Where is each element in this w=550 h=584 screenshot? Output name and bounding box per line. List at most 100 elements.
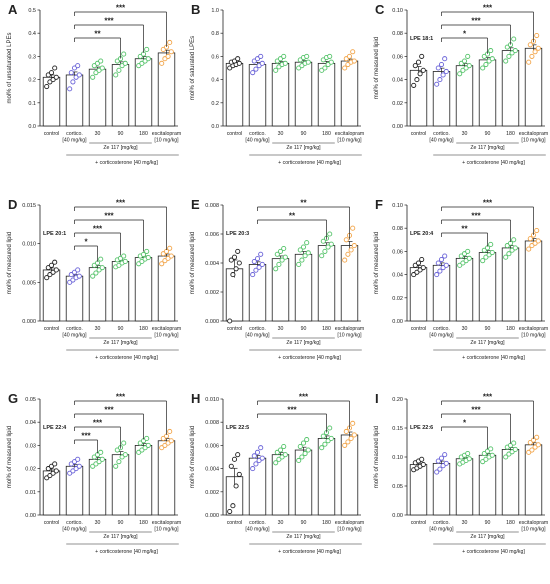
data-point [44,275,50,281]
group-label: Ze 117 [mg/kg] [470,534,505,540]
panel-letter: B [191,2,200,17]
data-point [282,452,288,458]
y-tick-label: 0.04 [392,78,403,84]
data-point [465,450,471,457]
y-tick-label: 0.8 [211,31,219,37]
data-point [420,265,426,271]
data-point [443,460,449,466]
data-point [99,456,105,462]
y-tick-label: 0.1 [28,101,36,107]
group-label: Ze 117 [mg/kg] [103,145,138,151]
sig-label: *** [471,212,481,221]
data-point [434,469,440,475]
data-point [76,72,82,78]
x-tick-label: control [44,326,60,332]
x-tick-label: 180 [322,131,331,137]
y-tick-label: 0.00 [392,513,403,519]
bar [524,240,543,322]
y-tick-label: 0.010 [22,242,36,248]
sig-label: *** [116,4,126,13]
data-point [328,241,334,247]
x-tick-sublabel: [40 mg/kg] [429,527,454,533]
y-tick-label: 1.0 [211,8,219,14]
x-tick-sublabel: [40 mg/kg] [62,333,87,339]
panel-letter: D [8,197,17,212]
data-point [411,82,417,88]
data-point [98,58,104,64]
data-point [259,60,265,66]
data-point [342,257,348,263]
y-tick-label: 0.02 [25,467,36,473]
y-tick-label: 0.06 [392,249,403,255]
data-point [438,455,445,461]
x-tick-sublabel: [40 mg/kg] [62,138,87,144]
treatment-label: + corticosterone [40 mg/kg] [278,549,341,555]
data-point [442,452,448,458]
data-point [165,53,171,59]
data-point [512,446,518,453]
data-point [529,53,535,59]
y-axis-label: mol% of measured lipid [374,426,380,488]
data-point [296,457,302,464]
treatment-label: + corticosterone [40 mg/kg] [278,160,341,166]
data-point [328,435,334,441]
data-point [506,53,512,59]
x-tick-sublabel: [10 mg/kg] [337,527,362,533]
y-tick-label: 0.006 [205,232,219,238]
data-point [300,440,307,446]
bar [478,454,497,516]
data-point [322,441,328,447]
data-point [526,59,532,65]
data-point [121,440,127,446]
panel-letter: G [8,391,18,406]
y-tick-label: 0.6 [211,54,219,60]
x-tick-sublabel: [10 mg/kg] [521,138,546,144]
data-point [281,53,287,59]
y-tick-label: 0.000 [205,319,219,325]
data-point [144,435,150,441]
x-tick-label: escitalopram [152,131,181,137]
x-tick-label: 90 [118,520,124,526]
x-tick-label: 180 [506,326,515,332]
data-point [442,253,448,259]
y-axis-label: mol% of unsaturated LPEs [7,32,13,103]
data-point [322,65,328,71]
sig-label: *** [93,225,103,234]
y-tick-label: 0.03 [25,443,36,449]
data-point [480,258,486,264]
x-tick-label: cortico. [249,131,266,137]
data-point [279,257,285,263]
sig-label: *** [471,17,481,26]
bar [340,245,359,322]
sig-label: *** [483,393,493,402]
data-point [273,460,279,466]
data-point [483,61,489,68]
data-point [435,458,441,464]
x-tick-label: 30 [95,520,101,526]
data-point [159,60,165,66]
data-point [304,240,310,246]
x-tick-label: 90 [301,131,307,137]
data-point [350,420,356,426]
bar [134,58,153,127]
y-axis-label: mol% of measured lipid [190,426,196,488]
group-label: Ze 117 [mg/kg] [286,145,321,151]
y-tick-label: 0.10 [392,455,403,461]
data-point [466,255,472,261]
data-point [534,434,540,440]
data-point [527,236,533,242]
data-point [168,438,174,444]
x-tick-sublabel: [40 mg/kg] [245,333,270,339]
y-tick-label: 0.010 [205,397,219,403]
y-tick-label: 0.2 [28,78,36,84]
data-point [277,447,284,453]
data-point [167,245,173,251]
treatment-label: + corticosterone [40 mg/kg] [278,355,341,361]
lipid-label: LPE 22:4 [43,425,67,431]
y-tick-label: 0.5 [28,8,36,14]
data-point [236,60,242,66]
sig-label: *** [483,4,493,13]
group-label: Ze 117 [mg/kg] [286,534,321,540]
x-tick-label: escitalopram [335,326,364,332]
